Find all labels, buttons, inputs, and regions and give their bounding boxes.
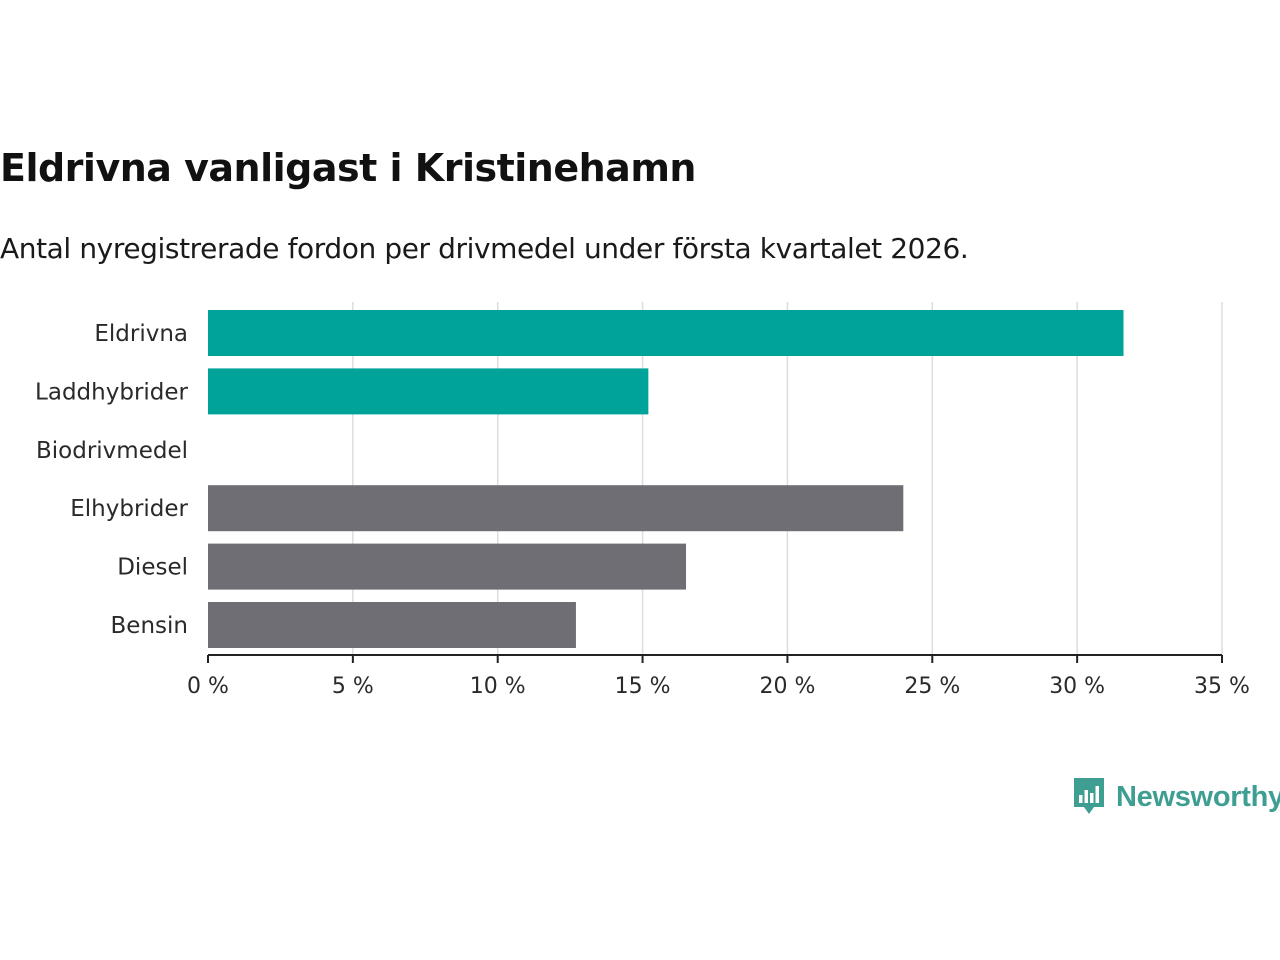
x-tick-label-4: 20 % [759, 674, 815, 699]
x-tick-label-2: 10 % [470, 674, 526, 699]
x-axis: 0 % 5 % 10 % 15 % 20 % 25 % 30 % 35 % [187, 654, 1250, 699]
x-tick-label-7: 35 % [1194, 674, 1250, 699]
x-tick-label-5: 25 % [904, 674, 960, 699]
chart-subtitle: Antal nyregistrerade fordon per drivmede… [0, 232, 969, 265]
x-tick-label-6: 30 % [1049, 674, 1105, 699]
category-label-biodrivmedel: Biodrivmedel [36, 438, 188, 464]
category-label-bensin: Bensin [111, 613, 188, 639]
bars [208, 310, 1124, 648]
newsworthy-chart-bubble-icon [1074, 778, 1104, 814]
bar-laddhybrider [208, 368, 649, 415]
category-label-laddhybrider: Laddhybrider [35, 379, 188, 405]
x-tick-label-3: 15 % [615, 674, 671, 699]
bar-diesel [208, 543, 687, 590]
logo-text: Newsworthy [1116, 780, 1280, 813]
bar-eldrivna [208, 310, 1124, 356]
gridlines [352, 302, 1223, 655]
category-label-diesel: Diesel [117, 555, 188, 581]
category-label-eldrivna: Eldrivna [94, 321, 188, 347]
chart-title: Eldrivna vanligast i Kristinehamn [0, 146, 696, 190]
category-label-elhybrider: Elhybrider [70, 496, 188, 522]
newsworthy-logo: Newsworthy [1072, 776, 1280, 818]
category-labels: Eldrivna Laddhybrider Biodrivmedel Elhybrid… [35, 321, 188, 639]
x-tick-label-0: 0 % [187, 674, 229, 699]
x-tick-label-1: 5 % [332, 674, 374, 699]
bar-elhybrider [208, 485, 904, 532]
bar-bensin [208, 602, 576, 648]
